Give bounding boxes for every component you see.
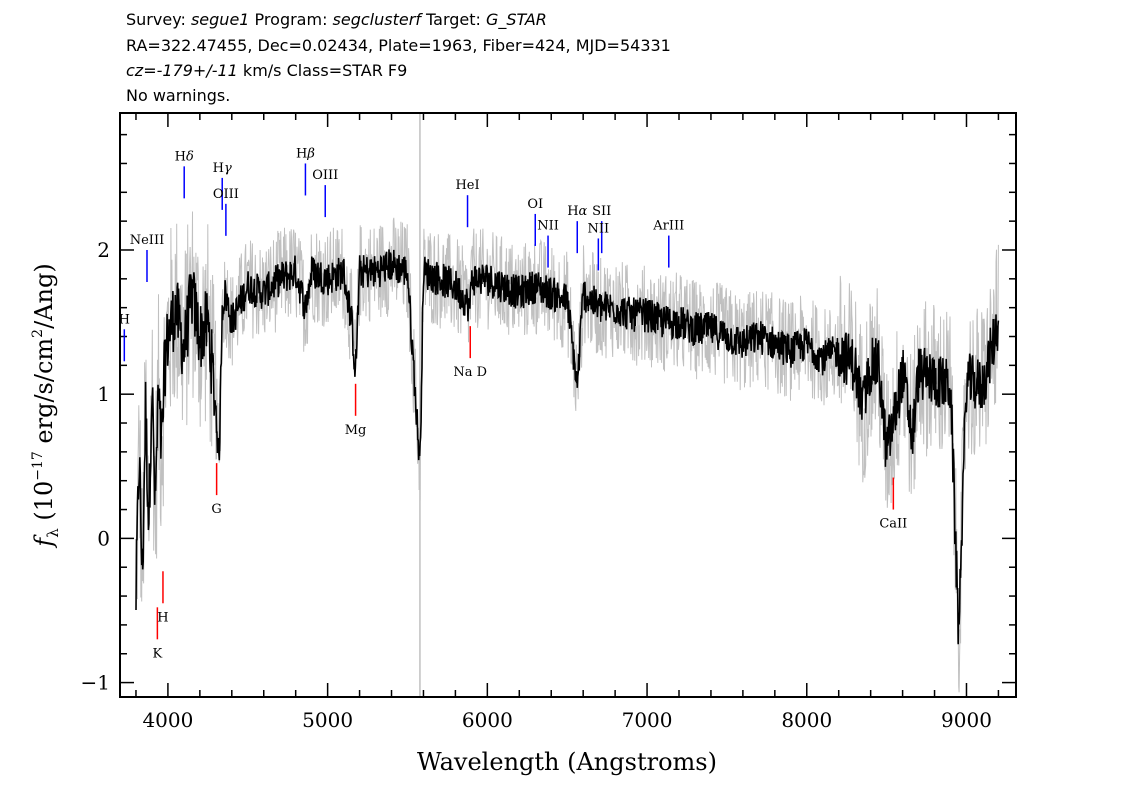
- plot-frame: [119, 112, 1017, 698]
- absorption-line-label: CaII: [879, 517, 907, 532]
- class-value: km/s Class=STAR F9: [237, 61, 408, 80]
- y-tick-label: 1: [97, 382, 110, 406]
- program-value: segclusterf: [332, 10, 421, 29]
- plot-area: [135, 113, 1000, 697]
- emission-line-label: NII: [588, 221, 610, 236]
- emission-line-label: ArIII: [652, 219, 684, 234]
- y-tick-label: 0: [97, 526, 110, 550]
- x-tick-label: 6000: [462, 708, 513, 732]
- survey-value: segue1: [190, 10, 250, 29]
- emission-line-label: NeIII: [130, 233, 164, 248]
- target-value: G_STAR: [486, 10, 547, 29]
- absorption-line-label: Na D: [453, 365, 487, 380]
- target-label: Target:: [420, 10, 486, 29]
- absorption-line-label: K: [153, 646, 163, 661]
- x-tick-label: 8000: [781, 708, 832, 732]
- x-axis-title: Wavelength (Angstroms): [417, 748, 717, 776]
- survey-label: Survey:: [126, 10, 191, 29]
- y-axis-title-sub: λ: [44, 528, 62, 538]
- x-tick-label: 5000: [302, 708, 353, 732]
- program-label: Program:: [249, 10, 333, 29]
- flux-series-line: [135, 249, 1000, 645]
- emission-line-label: OIII: [312, 168, 338, 183]
- y-axis-title-open: (10: [30, 481, 58, 529]
- emission-line-label: Hγ: [213, 161, 232, 176]
- emission-line-label: HeI: [455, 178, 479, 193]
- emission-line-label: Hα: [567, 204, 587, 219]
- y-axis-title-units: erg/s/cm: [30, 338, 58, 452]
- emission-line-label: OI: [527, 197, 543, 212]
- y-tick-label: −1: [81, 671, 110, 695]
- emission-line-label: Hβ: [296, 146, 315, 161]
- y-axis-title-exp: −17: [30, 451, 46, 481]
- emission-line-label: OIII: [213, 187, 239, 202]
- x-tick-label: 4000: [142, 708, 193, 732]
- y-axis-title: fλ (10−17 erg/s/cm2/Ang): [30, 263, 62, 548]
- header-line-2: RA=322.47455, Dec=0.02434, Plate=1963, F…: [126, 36, 671, 55]
- emission-line-label: Hδ: [175, 149, 194, 164]
- emission-line-label: SII: [592, 204, 611, 219]
- y-axis-title-end: /Ang): [30, 263, 58, 329]
- y-tick-label: 2: [97, 238, 110, 262]
- emission-line-label: H: [119, 312, 130, 327]
- redshift-value: cz=-179+/-11: [126, 61, 238, 80]
- absorption-line-label: G: [211, 502, 221, 517]
- header-line-3: cz=-179+/-11 km/s Class=STAR F9: [126, 61, 407, 81]
- emission-line-label: NII: [537, 219, 559, 234]
- x-tick-label: 7000: [622, 708, 673, 732]
- x-tick-label: 9000: [941, 708, 992, 732]
- absorption-line-label: H: [157, 610, 168, 625]
- absorption-line-label: Mg: [345, 423, 367, 438]
- y-axis-title-exp2: 2: [30, 329, 46, 338]
- header-line-1: Survey: segue1 Program: segclusterf Targ…: [126, 10, 547, 30]
- header-line-4: No warnings.: [126, 86, 231, 105]
